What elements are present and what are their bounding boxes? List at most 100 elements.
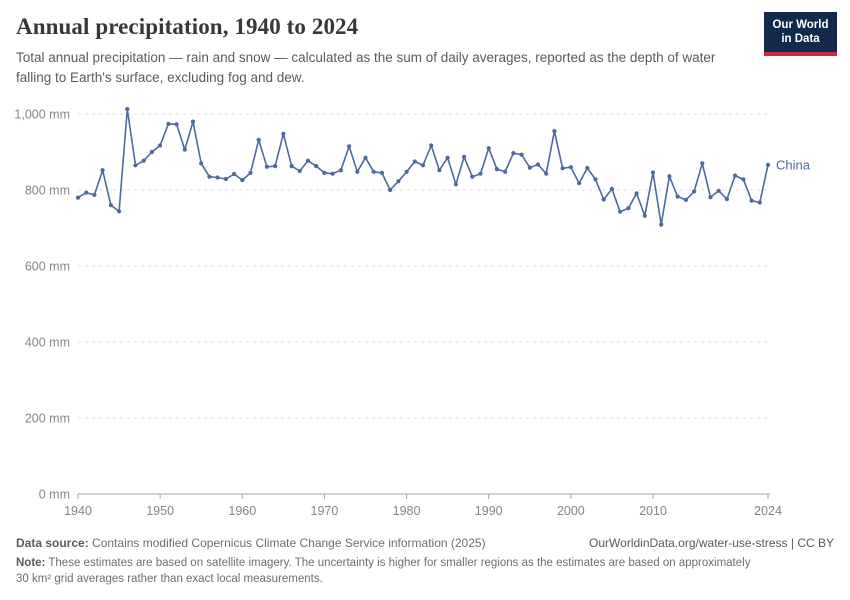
data-point-1983[interactable]	[429, 143, 434, 148]
data-point-1970[interactable]	[322, 170, 327, 175]
x-axis-label: 1960	[228, 504, 256, 518]
x-axis-label: 1990	[475, 504, 503, 518]
y-axis-label: 400 mm	[25, 336, 70, 350]
data-point-1952[interactable]	[174, 122, 179, 127]
data-point-1998[interactable]	[552, 129, 557, 134]
data-point-1985[interactable]	[445, 155, 450, 160]
x-axis-label: 1940	[64, 504, 92, 518]
data-point-2006[interactable]	[618, 209, 623, 214]
data-point-1992[interactable]	[503, 169, 508, 174]
data-point-1999[interactable]	[560, 166, 565, 171]
data-point-1956[interactable]	[207, 174, 212, 179]
data-point-2007[interactable]	[626, 206, 631, 211]
owid-logo[interactable]: Our World in Data	[764, 12, 837, 56]
data-point-2016[interactable]	[700, 161, 705, 166]
data-point-1955[interactable]	[199, 161, 204, 166]
data-point-1978[interactable]	[388, 187, 393, 193]
data-point-2020[interactable]	[733, 173, 738, 178]
data-point-2015[interactable]	[692, 189, 697, 194]
data-point-2024[interactable]	[765, 162, 771, 167]
x-axis-label: 2000	[557, 504, 585, 518]
data-point-1947[interactable]	[133, 163, 138, 168]
data-point-1981[interactable]	[412, 159, 417, 164]
data-point-1990[interactable]	[486, 146, 491, 151]
data-point-2013[interactable]	[675, 194, 680, 199]
data-point-1960[interactable]	[240, 178, 245, 183]
data-point-1972[interactable]	[338, 168, 343, 173]
owid-logo-line2: in Data	[781, 33, 820, 46]
data-point-1963[interactable]	[264, 164, 269, 169]
data-point-1980[interactable]	[404, 169, 409, 174]
entity-label-china[interactable]: China	[776, 157, 811, 172]
data-point-1962[interactable]	[256, 137, 261, 142]
data-point-1945[interactable]	[117, 209, 122, 214]
data-point-1958[interactable]	[223, 176, 228, 182]
data-point-1953[interactable]	[182, 147, 187, 152]
data-point-2004[interactable]	[601, 197, 606, 202]
data-point-1994[interactable]	[519, 152, 524, 157]
data-point-2010[interactable]	[650, 170, 656, 175]
data-point-1996[interactable]	[535, 162, 541, 167]
data-point-1995[interactable]	[527, 165, 532, 170]
data-point-1948[interactable]	[141, 158, 146, 163]
data-point-1965[interactable]	[281, 131, 286, 136]
data-point-1966[interactable]	[289, 164, 294, 169]
data-point-1950[interactable]	[158, 143, 163, 148]
data-point-1988[interactable]	[470, 174, 475, 179]
data-point-1943[interactable]	[100, 168, 105, 173]
data-point-2019[interactable]	[724, 197, 730, 202]
data-point-1975[interactable]	[363, 155, 368, 160]
data-point-1969[interactable]	[314, 164, 319, 169]
data-point-1954[interactable]	[190, 119, 196, 124]
data-point-2022[interactable]	[749, 198, 754, 203]
data-point-1959[interactable]	[232, 171, 237, 177]
data-point-1984[interactable]	[437, 168, 442, 173]
data-point-1951[interactable]	[166, 121, 171, 126]
data-point-2011[interactable]	[659, 222, 664, 227]
data-source-line: Data source: Contains modified Copernicu…	[16, 536, 486, 550]
data-point-1986[interactable]	[453, 182, 458, 187]
data-point-2003[interactable]	[593, 177, 598, 182]
data-point-1949[interactable]	[149, 149, 154, 155]
data-point-1991[interactable]	[494, 167, 499, 172]
data-point-2017[interactable]	[708, 195, 713, 200]
data-point-1971[interactable]	[330, 171, 335, 176]
data-point-2014[interactable]	[683, 197, 689, 202]
data-point-2021[interactable]	[741, 177, 746, 182]
data-point-1942[interactable]	[92, 192, 97, 197]
data-point-1940[interactable]	[75, 195, 81, 200]
data-point-2012[interactable]	[667, 174, 672, 179]
data-point-1944[interactable]	[108, 203, 113, 208]
data-point-2023[interactable]	[757, 200, 762, 205]
data-point-1982[interactable]	[420, 163, 426, 168]
owid-logo-line1: Our World	[772, 19, 829, 31]
data-point-1961[interactable]	[248, 170, 253, 175]
data-point-1968[interactable]	[305, 158, 311, 163]
data-point-2002[interactable]	[585, 165, 590, 171]
data-point-1974[interactable]	[355, 169, 360, 174]
data-point-1957[interactable]	[215, 175, 220, 180]
x-axis-label: 2024	[754, 504, 782, 518]
data-point-2008[interactable]	[634, 191, 639, 196]
data-point-1976[interactable]	[371, 169, 376, 174]
data-point-1964[interactable]	[273, 164, 278, 169]
data-point-1967[interactable]	[297, 168, 302, 174]
data-point-1979[interactable]	[396, 179, 401, 184]
data-point-1989[interactable]	[478, 171, 483, 176]
data-point-2009[interactable]	[642, 213, 647, 218]
data-point-2018[interactable]	[716, 188, 721, 193]
data-point-2001[interactable]	[577, 181, 582, 186]
data-source-label: Data source:	[16, 535, 89, 550]
data-point-1941[interactable]	[84, 190, 89, 195]
data-point-1993[interactable]	[511, 151, 516, 156]
data-point-1997[interactable]	[544, 171, 549, 176]
data-point-1977[interactable]	[379, 170, 384, 175]
data-point-1973[interactable]	[347, 144, 352, 149]
data-point-1946[interactable]	[125, 107, 130, 112]
data-point-2005[interactable]	[609, 186, 615, 191]
data-point-1987[interactable]	[462, 154, 467, 159]
data-point-2000[interactable]	[568, 165, 574, 170]
x-axis-label: 1970	[311, 504, 339, 518]
attribution-link[interactable]: OurWorldinData.org/water-use-stress | CC…	[589, 535, 834, 550]
